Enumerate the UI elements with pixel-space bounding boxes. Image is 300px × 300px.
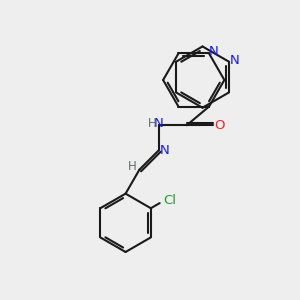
Text: N: N <box>230 54 239 67</box>
Text: H: H <box>128 160 136 173</box>
Text: N: N <box>154 117 164 130</box>
Text: O: O <box>214 119 225 132</box>
Text: Cl: Cl <box>164 194 177 207</box>
Text: H: H <box>148 117 157 130</box>
Text: N: N <box>159 144 169 157</box>
Text: N: N <box>208 45 218 58</box>
